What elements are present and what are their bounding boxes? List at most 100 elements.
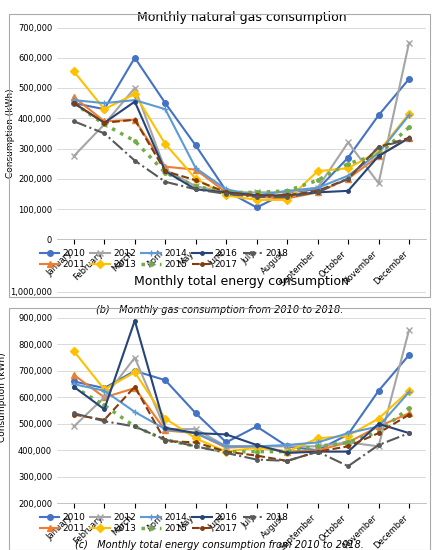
- Line: 2011: 2011: [71, 372, 411, 454]
- 2016: [345, 188, 350, 194]
- 2016: [375, 421, 380, 427]
- 2010: [223, 439, 228, 446]
- Line: 2015: 2015: [70, 383, 412, 455]
- 2012: [406, 327, 411, 333]
- 2011: [375, 423, 380, 430]
- 2017: [132, 117, 137, 123]
- 2011: [284, 448, 289, 455]
- 2013: [71, 68, 76, 75]
- 2014: [193, 165, 198, 172]
- 2010: [162, 377, 167, 383]
- 2010: [406, 352, 411, 359]
- 2015: [375, 428, 380, 435]
- Line: 2010: 2010: [71, 352, 411, 453]
- 2013: [162, 415, 167, 422]
- 2016: [193, 430, 198, 436]
- 2012: [345, 439, 350, 446]
- 2012: [162, 426, 167, 432]
- 2013: [345, 165, 350, 172]
- 2014: [132, 409, 137, 415]
- 2010: [193, 142, 198, 149]
- 2013: [102, 386, 107, 393]
- 2014: [223, 443, 228, 450]
- 2010: [345, 431, 350, 438]
- 2017: [132, 383, 137, 390]
- 2011: [223, 444, 228, 451]
- 2018: [132, 157, 137, 164]
- 2016: [132, 98, 137, 105]
- 2015: [193, 443, 198, 450]
- 2016: [71, 100, 76, 107]
- 2010: [284, 189, 289, 196]
- Line: 2014: 2014: [71, 381, 411, 449]
- 2010: [345, 155, 350, 161]
- 2016: [162, 168, 167, 174]
- Legend: 2010, 2011, 2012, 2013, 2014, 2015, 2016, 2017, 2018: 2010, 2011, 2012, 2013, 2014, 2015, 2016…: [39, 513, 288, 533]
- 2017: [193, 439, 198, 446]
- 2017: [314, 188, 320, 194]
- 2015: [102, 402, 107, 409]
- 2010: [223, 188, 228, 194]
- 2015: [314, 177, 320, 184]
- 2017: [223, 448, 228, 455]
- 2014: [71, 381, 76, 387]
- 2013: [375, 415, 380, 422]
- 2010: [375, 112, 380, 119]
- 2011: [406, 135, 411, 141]
- 2011: [71, 94, 76, 101]
- 2015: [345, 161, 350, 167]
- 2010: [102, 106, 107, 113]
- 2016: [102, 119, 107, 126]
- Line: 2011: 2011: [71, 94, 411, 201]
- 2018: [284, 194, 289, 200]
- 2017: [284, 458, 289, 464]
- 2018: [193, 443, 198, 450]
- 2014: [345, 173, 350, 179]
- Y-axis label: Consumption (kWh): Consumption (kWh): [0, 353, 7, 442]
- 2012: [375, 443, 380, 450]
- 2018: [193, 186, 198, 192]
- 2011: [345, 439, 350, 446]
- 2016: [345, 448, 350, 455]
- 2018: [284, 458, 289, 464]
- Line: 2017: 2017: [70, 100, 412, 199]
- 2017: [193, 177, 198, 184]
- 2017: [345, 443, 350, 450]
- 2018: [102, 418, 107, 425]
- 2017: [102, 416, 107, 423]
- 2011: [193, 167, 198, 173]
- 2012: [375, 180, 380, 186]
- 2015: [345, 439, 350, 446]
- 2014: [345, 430, 350, 436]
- 2013: [406, 387, 411, 394]
- 2017: [102, 119, 107, 126]
- 2013: [223, 448, 228, 455]
- 2010: [314, 447, 320, 454]
- 2010: [162, 100, 167, 107]
- 2010: [284, 443, 289, 450]
- 2012: [132, 85, 137, 91]
- 2018: [162, 178, 167, 185]
- 2014: [223, 186, 228, 192]
- 2016: [254, 192, 259, 199]
- 2010: [254, 423, 259, 430]
- 2018: [223, 450, 228, 456]
- 2016: [254, 442, 259, 448]
- 2013: [102, 106, 107, 113]
- 2016: [223, 189, 228, 196]
- 2017: [71, 100, 76, 107]
- 2014: [162, 426, 167, 432]
- 2016: [132, 317, 137, 324]
- 2014: [102, 387, 107, 394]
- 2017: [254, 192, 259, 199]
- 2012: [254, 443, 259, 450]
- 2015: [223, 189, 228, 196]
- 2013: [314, 435, 320, 442]
- 2016: [375, 153, 380, 159]
- 2012: [71, 153, 76, 159]
- 2014: [284, 188, 289, 194]
- 2011: [406, 410, 411, 416]
- 2018: [406, 136, 411, 143]
- 2013: [162, 141, 167, 147]
- 2013: [193, 175, 198, 182]
